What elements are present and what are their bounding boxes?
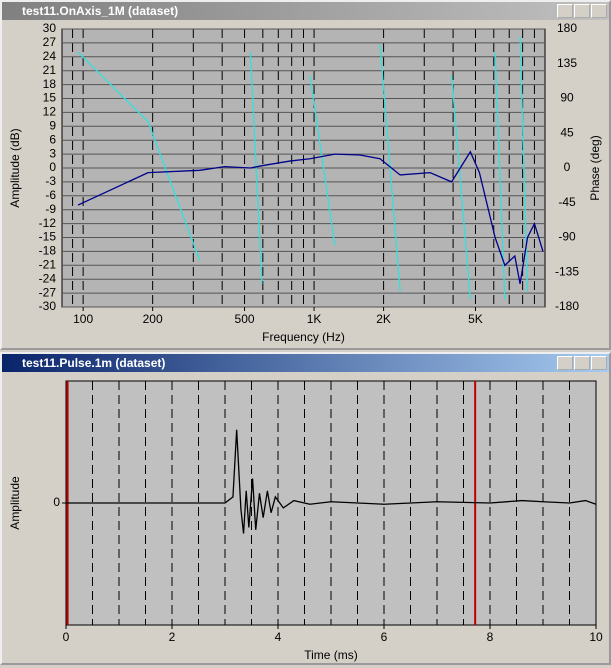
y-tick-label: -15 [39, 230, 57, 244]
x-tick-label: 5K [468, 312, 483, 326]
x-tick-label: 10 [589, 630, 603, 644]
window-title: test11.Pulse.1m (dataset) [22, 356, 166, 370]
series-line [66, 429, 597, 534]
x-axis-label: Frequency (Hz) [262, 330, 345, 344]
y-tick-label: 30 [43, 21, 57, 35]
y-tick-label: 12 [43, 105, 57, 119]
y2-tick-label: 0 [564, 160, 571, 174]
y2-tick-label: 180 [557, 21, 577, 35]
window: test11.OnAxis_1M (dataset) -30 -27 -24 -21-… [0, 0, 611, 350]
y-tick-label: 15 [43, 91, 57, 105]
y-tick-label: 18 [43, 77, 57, 91]
x-tick-label: 2 [169, 630, 176, 644]
x-tick-label: 4 [275, 630, 282, 644]
x-tick-label: 6 [381, 630, 388, 644]
y-tick-label: -6 [45, 188, 56, 202]
y2-tick-label: -90 [558, 230, 576, 244]
x-tick-label: 2K [376, 312, 391, 326]
window-buttons[interactable] [556, 356, 607, 374]
x-tick-label: 8 [487, 630, 494, 644]
y-tick-label: 27 [43, 35, 57, 49]
window-title: test11.OnAxis_1M (dataset) [22, 4, 179, 18]
window-buttons[interactable] [556, 4, 607, 22]
y-tick-label: 0 [53, 495, 60, 509]
y-tick-label: 6 [49, 132, 56, 146]
y-tick-label: -27 [39, 285, 57, 299]
y-tick-label: 3 [49, 146, 56, 160]
chart: 0 0 2 4 6 8 10 Time (ms) Amplitude [8, 380, 603, 662]
x-tick-label: 0 [63, 630, 70, 644]
y2-tick-label: 45 [560, 125, 574, 139]
y-tick-label: 0 [49, 160, 56, 174]
x-tick-label: 200 [143, 312, 163, 326]
x-tick-label: 100 [73, 312, 93, 326]
y-tick-label: 9 [49, 118, 56, 132]
y-tick-label: -30 [39, 299, 57, 313]
chart: -30-27-24-21-18-15-12-9-6-30369121518212… [8, 21, 602, 344]
x-tick-label: 500 [235, 312, 255, 326]
y-tick-label: 21 [43, 63, 57, 77]
y-tick-label: 24 [43, 49, 57, 63]
y-tick-label: -3 [45, 174, 56, 188]
y2-axis-label: Phase (deg) [588, 135, 602, 200]
y-tick-label: -9 [45, 202, 56, 216]
x-tick-label: 1K [307, 312, 322, 326]
y2-tick-label: 90 [560, 91, 574, 105]
y-tick-label: -12 [39, 216, 57, 230]
window: test11.Pulse.1m (dataset) 0 0 2 4 6 8 10 Time (… [0, 352, 611, 665]
title-bar: test11.Pulse.1m (dataset) [2, 354, 609, 372]
y-tick-label: -18 [39, 244, 57, 258]
y2-tick-label: -45 [558, 195, 576, 209]
x-axis-label: Time (ms) [304, 648, 358, 662]
y2-tick-label: 135 [557, 56, 577, 70]
y-tick-label: -21 [39, 257, 57, 271]
y2-tick-label: -180 [555, 299, 579, 313]
y-tick-label: -24 [39, 271, 57, 285]
y2-tick-label: -135 [555, 264, 579, 278]
title-bar: test11.OnAxis_1M (dataset) [2, 2, 609, 20]
y-axis-label: Amplitude (dB) [8, 128, 22, 207]
y-axis-label: Amplitude [8, 476, 22, 530]
series-line [77, 150, 544, 284]
